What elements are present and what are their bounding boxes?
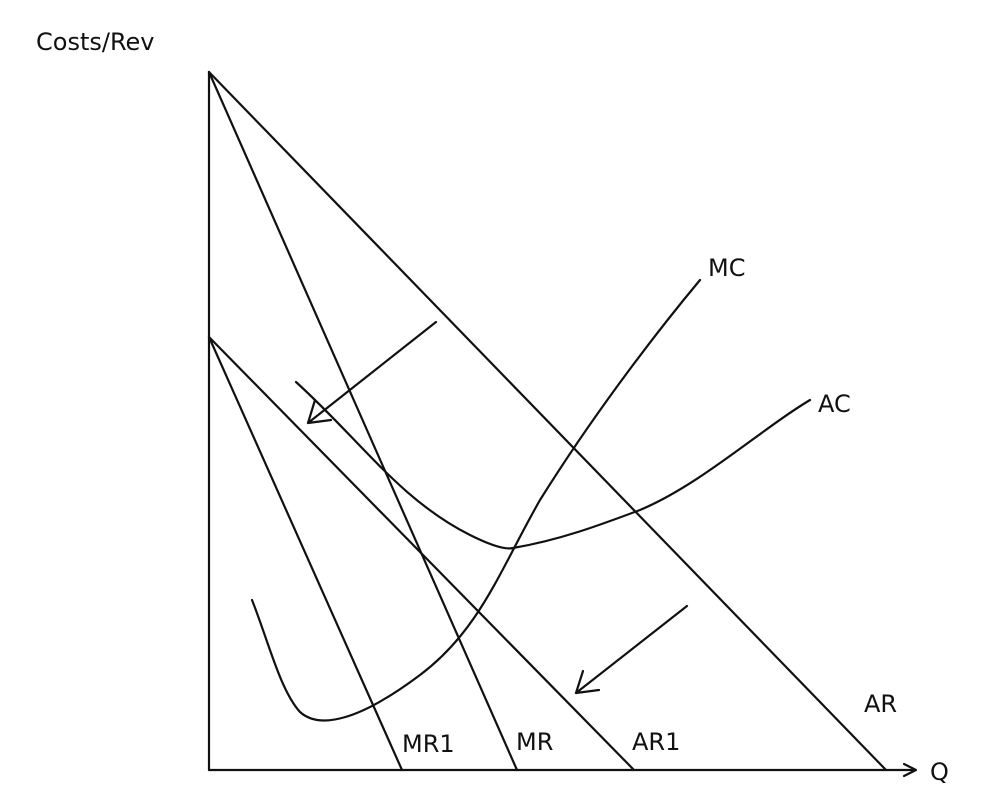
shift-arrow-lower (574, 604, 689, 695)
mc-curve (250, 278, 702, 722)
shift-arrow-upper-head (306, 398, 333, 425)
shift-arrow-upper (306, 320, 438, 425)
mr1-curve (207, 335, 404, 772)
x-axis-label: Q (930, 758, 949, 786)
y-axis-label: Costs/Rev (36, 28, 155, 56)
mr-curve (207, 70, 519, 772)
ar1-label: AR1 (632, 728, 680, 756)
ac-curve (294, 380, 812, 550)
ar-curve (207, 70, 888, 772)
ar-label: AR (864, 690, 897, 718)
shift-arrow-lower-head (574, 669, 601, 695)
mr-label: MR (516, 728, 553, 756)
x-axis-arrowhead (902, 762, 918, 778)
ac-label: AC (818, 390, 851, 418)
mc-label: MC (708, 254, 745, 282)
mr1-label: MR1 (402, 730, 455, 758)
ar1-curve (207, 335, 636, 772)
